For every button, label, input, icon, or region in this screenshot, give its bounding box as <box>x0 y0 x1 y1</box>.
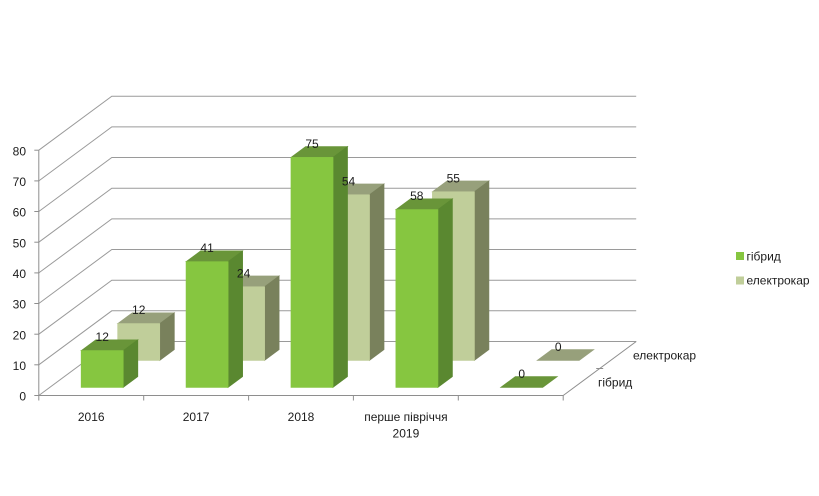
svg-text:0: 0 <box>555 340 562 354</box>
svg-text:гібрид: гібрид <box>747 249 781 263</box>
svg-text:50: 50 <box>13 236 27 250</box>
svg-text:2017: 2017 <box>183 410 210 424</box>
svg-text:перше півріччя: перше півріччя <box>364 410 447 424</box>
svg-text:0: 0 <box>19 390 26 404</box>
svg-text:58: 58 <box>410 189 424 203</box>
svg-text:55: 55 <box>447 171 461 185</box>
svg-text:80: 80 <box>13 144 27 158</box>
svg-text:2019: 2019 <box>393 426 420 440</box>
svg-text:2018: 2018 <box>288 410 315 424</box>
svg-text:70: 70 <box>13 175 27 189</box>
svg-text:60: 60 <box>13 206 27 220</box>
svg-text:0: 0 <box>518 367 525 381</box>
svg-text:24: 24 <box>237 266 251 280</box>
svg-text:41: 41 <box>200 241 214 255</box>
svg-text:54: 54 <box>342 174 356 188</box>
svg-text:2016: 2016 <box>78 410 105 424</box>
svg-text:12: 12 <box>132 303 146 317</box>
svg-text:40: 40 <box>13 267 27 281</box>
svg-text:електрокар: електрокар <box>633 349 696 363</box>
svg-text:30: 30 <box>13 298 27 312</box>
svg-text:електрокар: електрокар <box>747 274 810 288</box>
svg-text:12: 12 <box>96 330 110 344</box>
svg-text:10: 10 <box>13 359 27 373</box>
svg-text:20: 20 <box>13 328 27 342</box>
svg-text:75: 75 <box>305 137 319 151</box>
svg-text:гібрид: гібрид <box>598 376 632 390</box>
